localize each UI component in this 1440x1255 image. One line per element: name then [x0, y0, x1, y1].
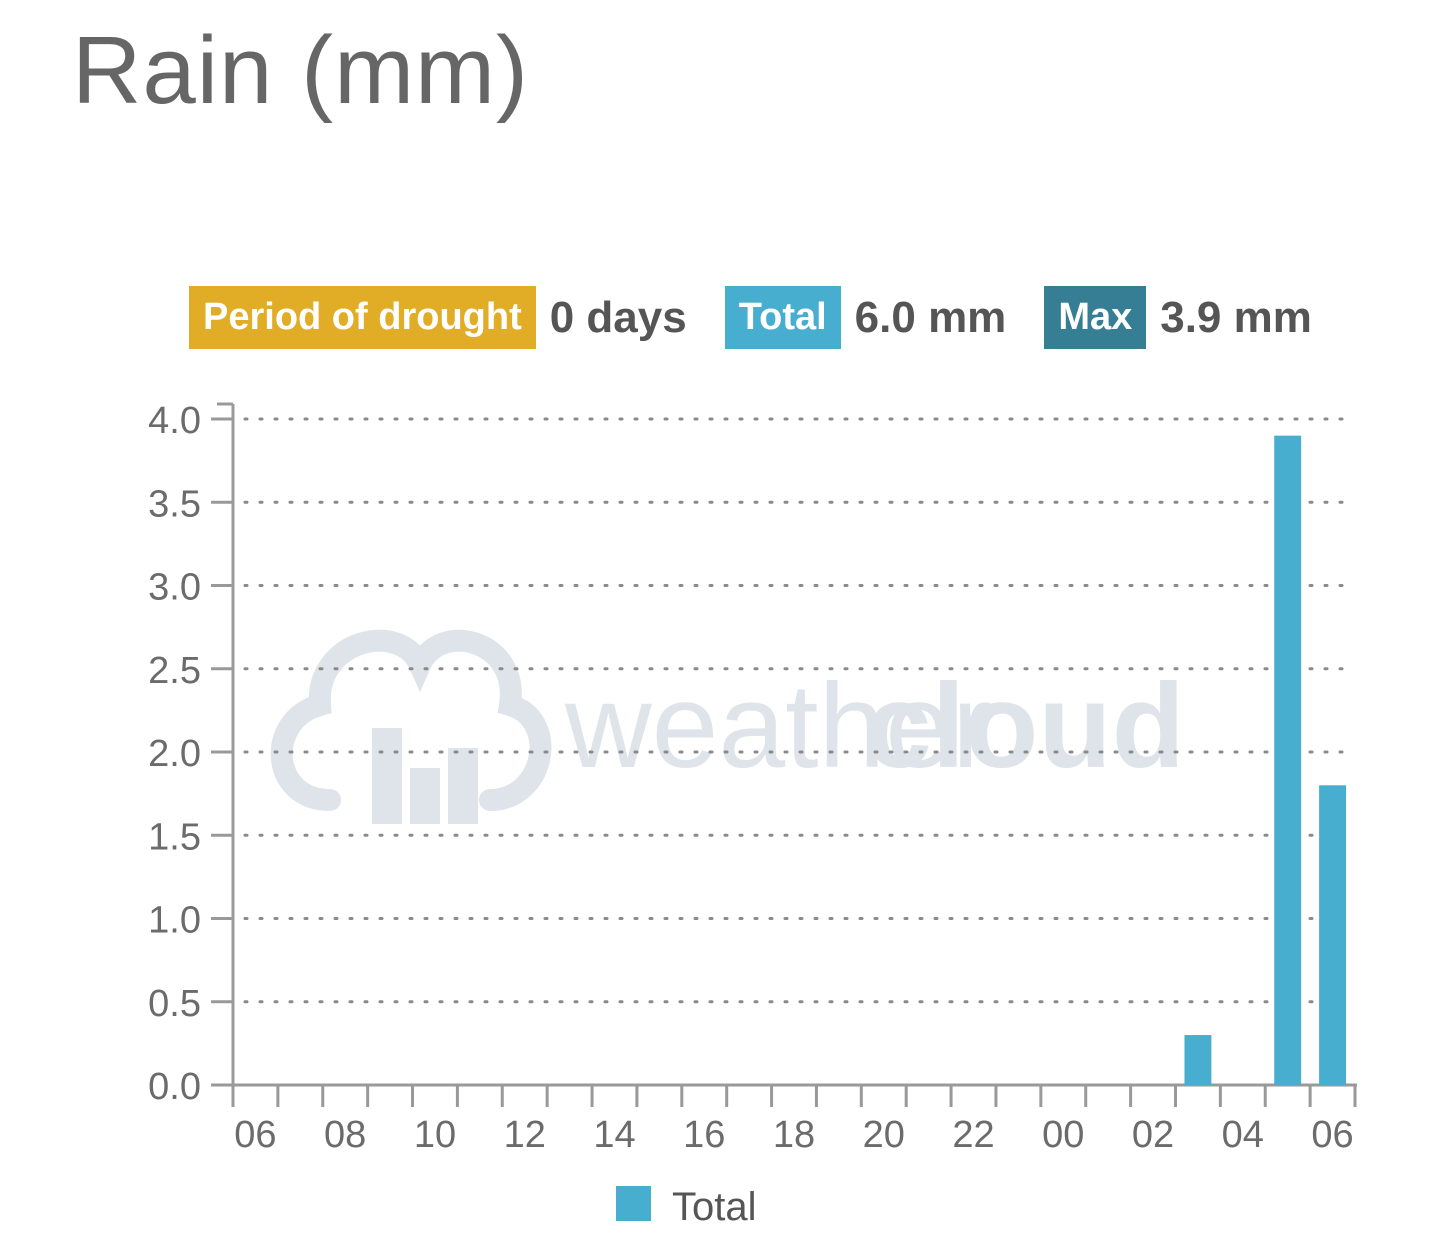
cloud-bars-icon [270, 629, 552, 824]
legend-swatch-total [616, 1186, 651, 1221]
x-tick-label: 06 [234, 1114, 276, 1156]
x-tick-label: 04 [1222, 1114, 1264, 1156]
max-value: 3.9 mm [1160, 292, 1312, 342]
bar-05 [1274, 435, 1302, 1085]
bar-06 [1319, 785, 1347, 1085]
legend-label-total: Total [672, 1185, 757, 1229]
y-tick-label: 2.5 [148, 650, 201, 692]
max-badge: Max [1044, 286, 1147, 349]
watermark-text-bold: cloud [865, 659, 1185, 793]
x-tick-label: 12 [504, 1114, 546, 1156]
x-tick-label: 00 [1042, 1114, 1084, 1156]
total-badge: Total [724, 286, 841, 349]
tick-labels: 0.0 0.5 1.0 1.5 2.0 2.5 3.0 3.5 4.0 06 08 10 12 14 16 1… [148, 400, 1354, 1156]
y-tick-label: 3.5 [148, 483, 201, 525]
x-tick-label: 02 [1132, 1114, 1174, 1156]
x-tick-label: 06 [1311, 1114, 1353, 1156]
watermark: weather cloud [270, 629, 1185, 824]
y-tick-label: 0.5 [148, 983, 201, 1025]
y-tick-label: 3.0 [148, 567, 201, 609]
bars [1184, 435, 1347, 1085]
x-tick-label: 20 [863, 1114, 905, 1156]
drought-value: 0 days [549, 292, 687, 342]
chart-title: Rain (mm) [72, 17, 529, 124]
x-tick-label: 14 [593, 1114, 635, 1156]
y-tick-label: 4.0 [148, 400, 201, 442]
x-tick-label: 16 [683, 1114, 725, 1156]
x-tick-label: 08 [324, 1114, 366, 1156]
y-tick-label: 0.0 [148, 1066, 201, 1108]
axes [211, 402, 1357, 1107]
gridlines [243, 417, 1357, 1004]
x-tick-label: 22 [952, 1114, 994, 1156]
legend[interactable]: Total [616, 1185, 757, 1229]
x-tick-label: 18 [773, 1114, 815, 1156]
x-tick-label: 10 [414, 1114, 456, 1156]
drought-badge: Period of drought [189, 286, 536, 349]
y-tick-label: 1.5 [148, 816, 201, 858]
summary-stats: Period of drought 0 days Total 6.0 mm Ma… [189, 286, 1312, 349]
total-value: 6.0 mm [854, 292, 1007, 342]
y-tick-label: 2.0 [148, 733, 201, 775]
y-tick-label: 1.0 [148, 900, 201, 942]
bar-03 [1184, 1035, 1212, 1085]
watermark-text-light: weather [564, 659, 992, 793]
